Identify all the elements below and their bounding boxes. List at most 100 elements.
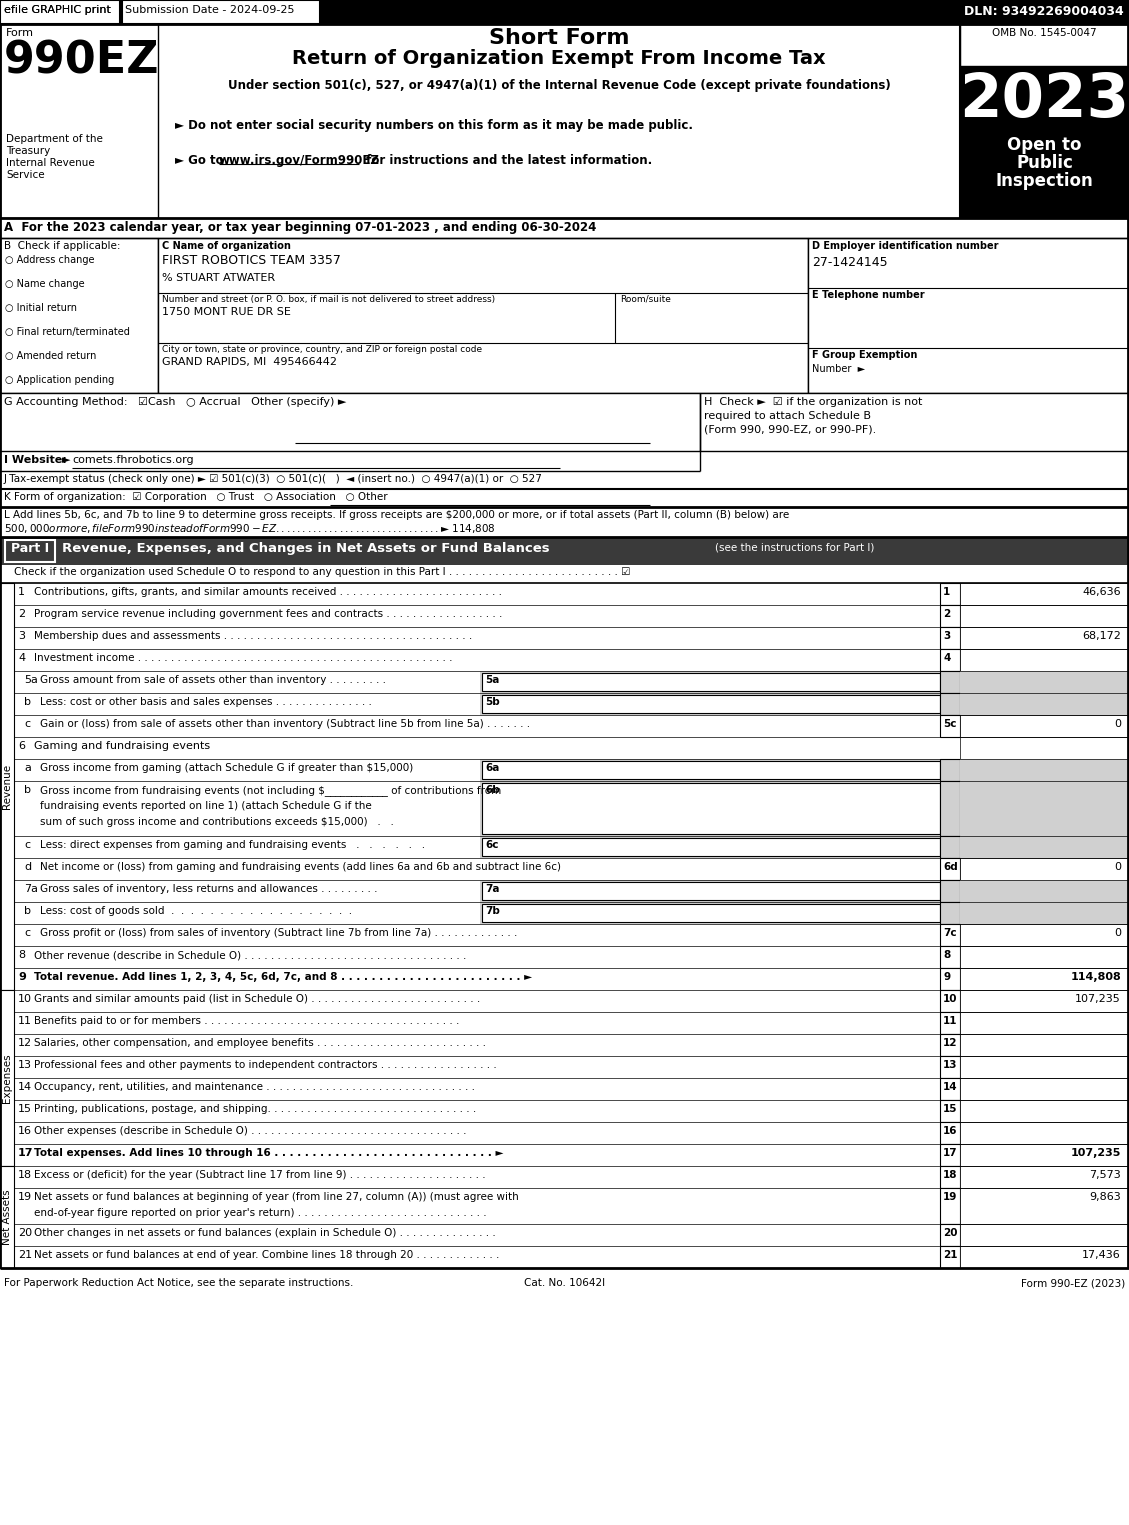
- Text: 21: 21: [18, 1250, 32, 1260]
- Bar: [0, 0, 120, 24]
- Bar: [14, 1188, 940, 1225]
- Text: 107,235: 107,235: [1070, 1148, 1121, 1157]
- Text: Other revenue (describe in Schedule O) . . . . . . . . . . . . . . . . . . . . .: Other revenue (describe in Schedule O) .…: [34, 950, 466, 961]
- Bar: [960, 715, 1129, 737]
- Text: 8: 8: [18, 950, 25, 961]
- Bar: [960, 1246, 1129, 1267]
- Text: 4: 4: [943, 653, 951, 663]
- Text: ○ Name change: ○ Name change: [5, 279, 85, 290]
- Text: Excess or (deficit) for the year (Subtract line 17 from line 9) . . . . . . . . : Excess or (deficit) for the year (Subtra…: [34, 1170, 485, 1180]
- Text: 17,436: 17,436: [1083, 1250, 1121, 1260]
- Bar: [158, 238, 808, 393]
- Text: sum of such gross income and contributions exceeds $15,000)   .   .: sum of such gross income and contributio…: [40, 817, 394, 827]
- Bar: [0, 393, 1129, 451]
- Text: F Group Exemption: F Group Exemption: [812, 351, 918, 360]
- Text: DLN: 93492269004034: DLN: 93492269004034: [964, 5, 1124, 18]
- Bar: [14, 737, 940, 759]
- Bar: [14, 1246, 940, 1267]
- Bar: [480, 901, 940, 924]
- Bar: [14, 968, 940, 990]
- Bar: [940, 1188, 960, 1225]
- Bar: [14, 1013, 940, 1034]
- Text: Department of the: Department of the: [6, 134, 103, 143]
- Text: Net Assets: Net Assets: [2, 1190, 12, 1244]
- Text: Service: Service: [6, 169, 45, 180]
- Text: Investment income . . . . . . . . . . . . . . . . . . . . . . . . . . . . . . . : Investment income . . . . . . . . . . . …: [34, 653, 453, 663]
- Text: 68,172: 68,172: [1082, 631, 1121, 640]
- Text: 5a: 5a: [485, 676, 499, 685]
- Bar: [960, 1034, 1129, 1055]
- Text: Room/suite: Room/suite: [620, 294, 671, 303]
- Text: efile GRAPHIC print: efile GRAPHIC print: [5, 5, 111, 15]
- Text: FIRST ROBOTICS TEAM 3357: FIRST ROBOTICS TEAM 3357: [161, 255, 341, 267]
- Text: 10: 10: [943, 994, 957, 1003]
- Bar: [940, 880, 960, 901]
- Text: 19: 19: [18, 1193, 32, 1202]
- Bar: [14, 1122, 940, 1144]
- Text: Treasury: Treasury: [6, 146, 51, 156]
- Bar: [940, 1144, 960, 1167]
- Text: Grants and similar amounts paid (list in Schedule O) . . . . . . . . . . . . . .: Grants and similar amounts paid (list in…: [34, 994, 480, 1003]
- Bar: [960, 650, 1129, 671]
- Text: 19: 19: [943, 1193, 957, 1202]
- Text: end-of-year figure reported on prior year's return) . . . . . . . . . . . . . . : end-of-year figure reported on prior yea…: [34, 1208, 487, 1218]
- Bar: [122, 0, 320, 24]
- Text: 18: 18: [18, 1170, 32, 1180]
- Text: Net income or (loss) from gaming and fundraising events (add lines 6a and 6b and: Net income or (loss) from gaming and fun…: [40, 862, 561, 872]
- Text: Less: direct expenses from gaming and fundraising events   .   .   .   .   .   .: Less: direct expenses from gaming and fu…: [40, 840, 426, 849]
- Text: 1750 MONT RUE DR SE: 1750 MONT RUE DR SE: [161, 307, 291, 317]
- Bar: [480, 836, 940, 859]
- Bar: [960, 990, 1129, 1013]
- Bar: [14, 1034, 940, 1055]
- Bar: [14, 880, 940, 901]
- Text: Professional fees and other payments to independent contractors . . . . . . . . : Professional fees and other payments to …: [34, 1060, 497, 1071]
- Text: 9: 9: [18, 971, 26, 982]
- Text: 7,573: 7,573: [1089, 1170, 1121, 1180]
- Bar: [0, 537, 1129, 564]
- Text: 3: 3: [943, 631, 951, 640]
- Bar: [940, 671, 960, 692]
- Text: Short Form: Short Form: [489, 27, 629, 47]
- Text: Contributions, gifts, grants, and similar amounts received . . . . . . . . . . .: Contributions, gifts, grants, and simila…: [34, 587, 502, 596]
- Text: Submission Date - 2024-09-25: Submission Date - 2024-09-25: [125, 5, 295, 15]
- Text: Gross sales of inventory, less returns and allowances . . . . . . . . .: Gross sales of inventory, less returns a…: [40, 884, 377, 894]
- Bar: [14, 924, 940, 946]
- Text: ► Do not enter social security numbers on this form as it may be made public.: ► Do not enter social security numbers o…: [175, 119, 693, 133]
- Bar: [960, 66, 1129, 218]
- Text: C Name of organization: C Name of organization: [161, 241, 291, 252]
- Text: 20: 20: [18, 1228, 32, 1238]
- Text: L Add lines 5b, 6c, and 7b to line 9 to determine gross receipts. If gross recei: L Add lines 5b, 6c, and 7b to line 9 to …: [5, 509, 789, 520]
- Text: Revenue, Expenses, and Changes in Net Assets or Fund Balances: Revenue, Expenses, and Changes in Net As…: [62, 541, 550, 555]
- Text: Number  ►: Number ►: [812, 364, 865, 374]
- Text: ○ Final return/terminated: ○ Final return/terminated: [5, 326, 130, 337]
- Text: For Paperwork Reduction Act Notice, see the separate instructions.: For Paperwork Reduction Act Notice, see …: [5, 1278, 353, 1289]
- Text: E Telephone number: E Telephone number: [812, 290, 925, 300]
- Bar: [14, 859, 940, 880]
- Bar: [14, 627, 940, 650]
- Text: 3: 3: [18, 631, 25, 640]
- Text: 13: 13: [943, 1060, 957, 1071]
- Text: GRAND RAPIDS, MI  495466442: GRAND RAPIDS, MI 495466442: [161, 357, 336, 368]
- Text: Less: cost of goods sold  .  .  .  .  .  .  .  .  .  .  .  .  .  .  .  .  .  .  : Less: cost of goods sold . . . . . . . .…: [40, 906, 352, 917]
- Text: for instructions and the latest information.: for instructions and the latest informat…: [362, 154, 653, 168]
- Bar: [14, 605, 940, 627]
- Bar: [14, 759, 940, 781]
- Text: 0: 0: [1114, 718, 1121, 729]
- Bar: [940, 1055, 960, 1078]
- Text: 7c: 7c: [943, 929, 956, 938]
- Text: 2: 2: [18, 608, 25, 619]
- Text: Other expenses (describe in Schedule O) . . . . . . . . . . . . . . . . . . . . : Other expenses (describe in Schedule O) …: [34, 1125, 466, 1136]
- Text: Form: Form: [6, 27, 34, 38]
- Text: Cat. No. 10642I: Cat. No. 10642I: [524, 1278, 605, 1289]
- Bar: [5, 540, 55, 563]
- Text: 7a: 7a: [24, 884, 38, 894]
- Text: 4: 4: [18, 653, 25, 663]
- Bar: [940, 1122, 960, 1144]
- Text: d: d: [24, 862, 32, 872]
- Text: Program service revenue including government fees and contracts . . . . . . . . : Program service revenue including govern…: [34, 608, 502, 619]
- Text: 14: 14: [18, 1083, 32, 1092]
- Bar: [940, 836, 960, 859]
- Text: B  Check if applicable:: B Check if applicable:: [5, 241, 121, 252]
- Bar: [960, 671, 1129, 692]
- Text: Under section 501(c), 527, or 4947(a)(1) of the Internal Revenue Code (except pr: Under section 501(c), 527, or 4947(a)(1)…: [228, 79, 891, 92]
